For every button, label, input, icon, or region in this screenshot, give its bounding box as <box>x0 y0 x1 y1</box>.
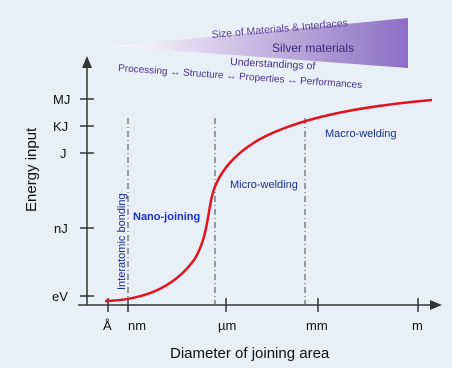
y-tick-ev: eV <box>52 289 68 304</box>
interatomic-bonding-label: Interatomic bonding <box>116 193 128 290</box>
region-dividers <box>127 118 306 305</box>
energy-curve <box>104 98 433 303</box>
size-wedge <box>112 18 408 68</box>
silver-materials-label: Silver materials <box>272 41 354 55</box>
y-tick-nj: nJ <box>54 221 68 236</box>
x-axis-title: Diameter of joining area <box>170 345 330 362</box>
y-tick-kj: KJ <box>53 119 68 134</box>
y-tick-mj: MJ <box>53 92 70 107</box>
x-tick-m: m <box>412 318 423 333</box>
y-ticks <box>80 98 94 297</box>
understandings-label: Understandings of <box>230 56 316 72</box>
y-axis-title: Energy input <box>23 127 40 212</box>
micro-welding-label: Micro-welding <box>230 179 298 191</box>
x-tick-angstrom: Å <box>103 318 112 333</box>
x-axis-arrow <box>430 300 442 310</box>
macro-welding-label: Macro-welding <box>325 128 397 140</box>
y-tick-j: J <box>60 146 67 161</box>
x-tick-um: µm <box>218 318 236 333</box>
nano-joining-label: Nano-joining <box>133 211 200 223</box>
x-tick-nm: nm <box>128 318 146 333</box>
y-axis-arrow <box>82 56 92 68</box>
x-tick-mm: mm <box>306 318 328 333</box>
